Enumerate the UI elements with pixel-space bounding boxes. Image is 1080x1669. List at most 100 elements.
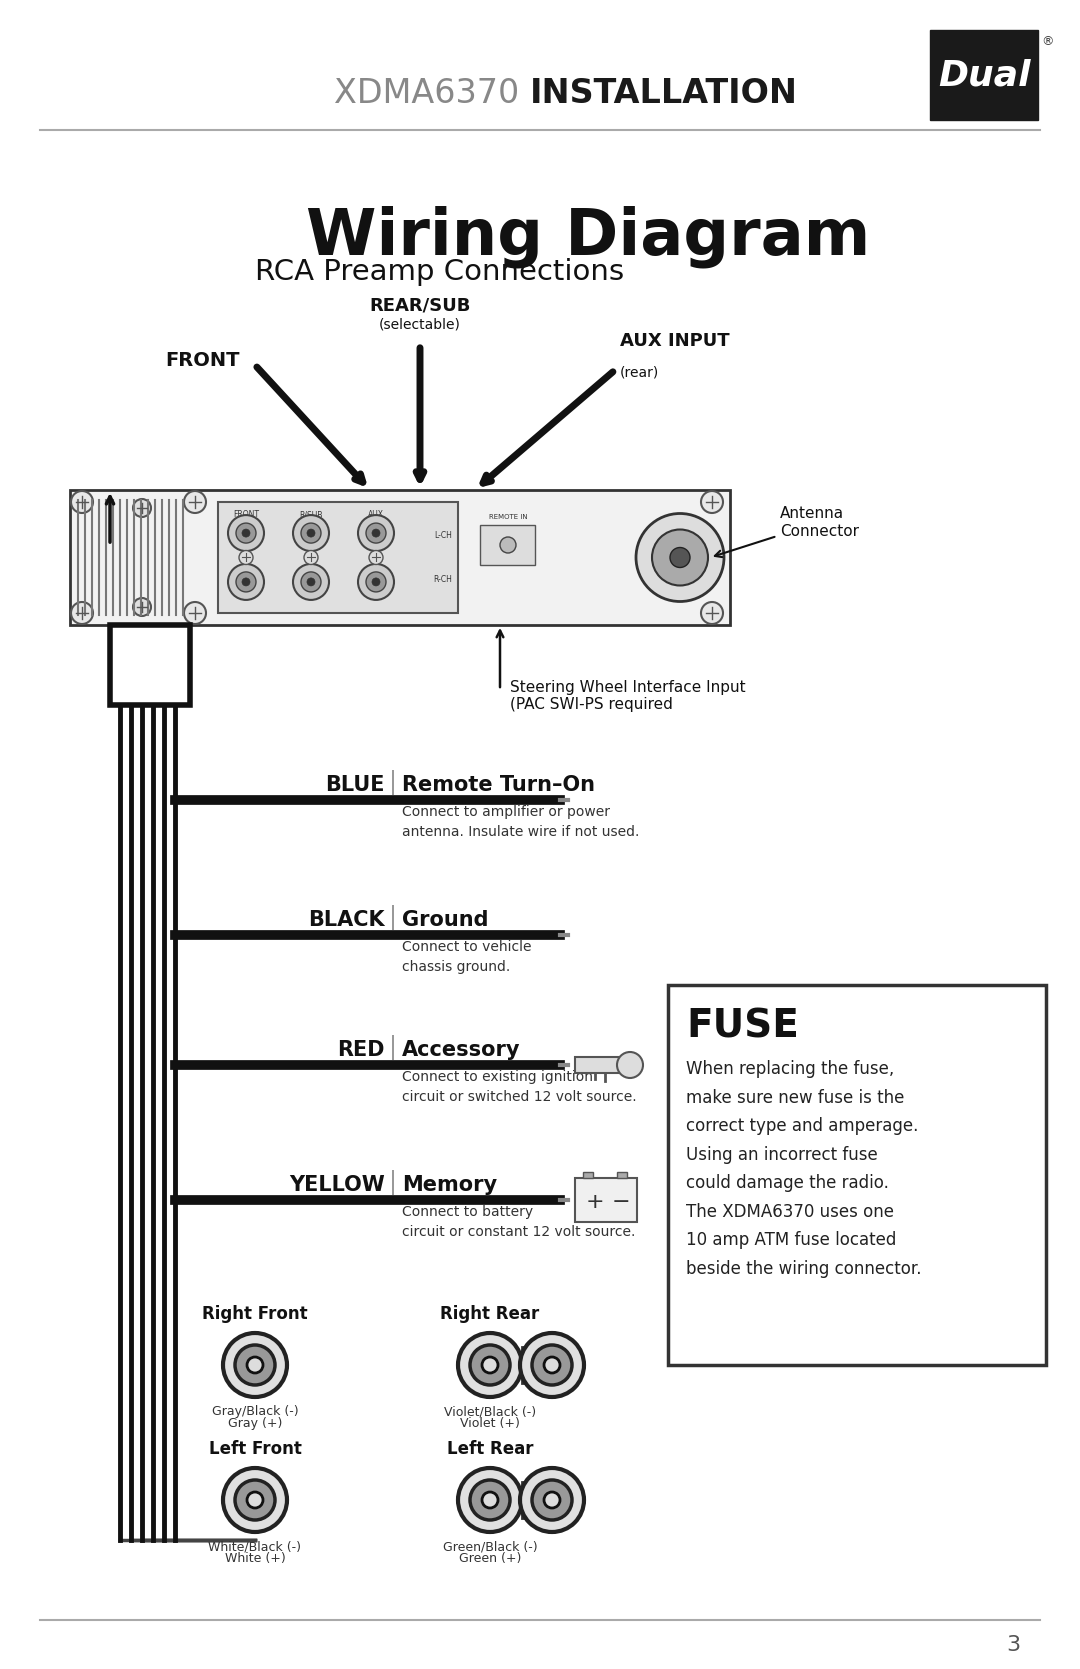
Text: Green/Black (-): Green/Black (-) <box>443 1540 538 1552</box>
Text: Wiring Diagram: Wiring Diagram <box>306 205 870 267</box>
Circle shape <box>222 1469 287 1532</box>
Circle shape <box>293 564 329 599</box>
Text: Right Rear: Right Rear <box>441 1305 540 1324</box>
Circle shape <box>372 529 380 537</box>
Text: Memory: Memory <box>402 1175 497 1195</box>
Circle shape <box>652 529 708 586</box>
Bar <box>522 1482 552 1519</box>
Text: Accessory: Accessory <box>402 1040 521 1060</box>
Text: Connect to amplifier or power
antenna. Insulate wire if not used.: Connect to amplifier or power antenna. I… <box>402 804 639 838</box>
Circle shape <box>366 572 386 592</box>
Text: Gray/Black (-): Gray/Black (-) <box>212 1405 298 1419</box>
Circle shape <box>239 551 253 564</box>
Bar <box>218 502 458 613</box>
Bar <box>583 1172 593 1178</box>
Circle shape <box>470 1480 510 1520</box>
Text: Right Front: Right Front <box>202 1305 308 1324</box>
Circle shape <box>670 547 690 567</box>
Text: FUSE: FUSE <box>686 1006 799 1045</box>
Text: FRONT: FRONT <box>165 350 240 369</box>
Circle shape <box>235 1345 275 1385</box>
Bar <box>522 1347 552 1384</box>
Circle shape <box>357 516 394 551</box>
Circle shape <box>544 1357 561 1374</box>
Circle shape <box>544 1492 561 1509</box>
Text: RCA Preamp Connections: RCA Preamp Connections <box>256 259 624 285</box>
Circle shape <box>293 516 329 551</box>
Text: R-CH: R-CH <box>433 576 453 584</box>
Text: |: | <box>389 905 397 930</box>
Circle shape <box>303 551 318 564</box>
Bar <box>110 624 190 704</box>
Bar <box>70 491 730 624</box>
Circle shape <box>228 516 264 551</box>
Circle shape <box>519 1469 584 1532</box>
Circle shape <box>235 1480 275 1520</box>
Text: Violet/Black (-): Violet/Black (-) <box>444 1405 536 1419</box>
Text: |: | <box>389 1035 397 1060</box>
Circle shape <box>71 491 93 512</box>
FancyBboxPatch shape <box>930 30 1038 120</box>
Circle shape <box>307 577 315 586</box>
Bar <box>480 526 535 566</box>
Circle shape <box>372 577 380 586</box>
Circle shape <box>237 572 256 592</box>
Bar <box>617 1172 627 1178</box>
Circle shape <box>247 1357 264 1374</box>
Circle shape <box>500 537 516 552</box>
Text: YELLOW: YELLOW <box>289 1175 384 1195</box>
Circle shape <box>228 564 264 599</box>
Text: BLACK: BLACK <box>309 910 384 930</box>
Text: REAR/SUB: REAR/SUB <box>369 297 471 315</box>
Circle shape <box>482 1357 498 1374</box>
Text: 3: 3 <box>1005 1636 1020 1656</box>
Text: Steering Wheel Interface Input
(PAC SWI-PS required: Steering Wheel Interface Input (PAC SWI-… <box>510 679 745 713</box>
Text: Violet (+): Violet (+) <box>460 1417 519 1430</box>
Text: Remote Turn–On: Remote Turn–On <box>402 774 595 794</box>
Text: XDMA6370: XDMA6370 <box>334 77 530 110</box>
Circle shape <box>482 1492 498 1509</box>
Circle shape <box>701 603 723 624</box>
Circle shape <box>532 1480 572 1520</box>
Circle shape <box>184 491 206 512</box>
Text: INSTALLATION: INSTALLATION <box>530 77 798 110</box>
Text: Gray (+): Gray (+) <box>228 1417 282 1430</box>
Circle shape <box>636 514 724 601</box>
Circle shape <box>519 1334 584 1397</box>
Text: Green (+): Green (+) <box>459 1552 522 1566</box>
Circle shape <box>369 551 383 564</box>
Text: Dual: Dual <box>937 58 1030 92</box>
Circle shape <box>247 1492 264 1509</box>
Text: ®: ® <box>1041 35 1053 48</box>
Circle shape <box>458 1469 522 1532</box>
Text: R/SUB: R/SUB <box>299 511 323 519</box>
Text: FRONT: FRONT <box>233 511 259 519</box>
Circle shape <box>532 1345 572 1385</box>
Circle shape <box>470 1345 510 1385</box>
Text: White (+): White (+) <box>225 1552 285 1566</box>
Text: RED: RED <box>337 1040 384 1060</box>
Text: REMOTE IN: REMOTE IN <box>488 514 527 521</box>
Text: (selectable): (selectable) <box>379 317 461 330</box>
Bar <box>669 985 1047 1365</box>
Text: (rear): (rear) <box>620 366 659 379</box>
Text: |: | <box>389 1170 397 1195</box>
Circle shape <box>242 577 249 586</box>
Circle shape <box>184 603 206 624</box>
Bar <box>575 1178 637 1222</box>
Text: BLUE: BLUE <box>325 774 384 794</box>
Circle shape <box>357 564 394 599</box>
Circle shape <box>366 522 386 542</box>
Circle shape <box>301 522 321 542</box>
Circle shape <box>617 1051 643 1078</box>
Text: +: + <box>585 1192 605 1212</box>
Circle shape <box>458 1334 522 1397</box>
Text: Connect to vehicle
chassis ground.: Connect to vehicle chassis ground. <box>402 940 531 973</box>
Text: −: − <box>611 1192 631 1212</box>
Circle shape <box>133 499 151 517</box>
Text: AUX INPUT: AUX INPUT <box>620 332 730 350</box>
Text: When replacing the fuse,
make sure new fuse is the
correct type and amperage.
Us: When replacing the fuse, make sure new f… <box>686 1060 921 1277</box>
Text: AUX: AUX <box>368 511 384 519</box>
Text: Antenna
Connector: Antenna Connector <box>715 506 859 557</box>
Circle shape <box>71 603 93 624</box>
